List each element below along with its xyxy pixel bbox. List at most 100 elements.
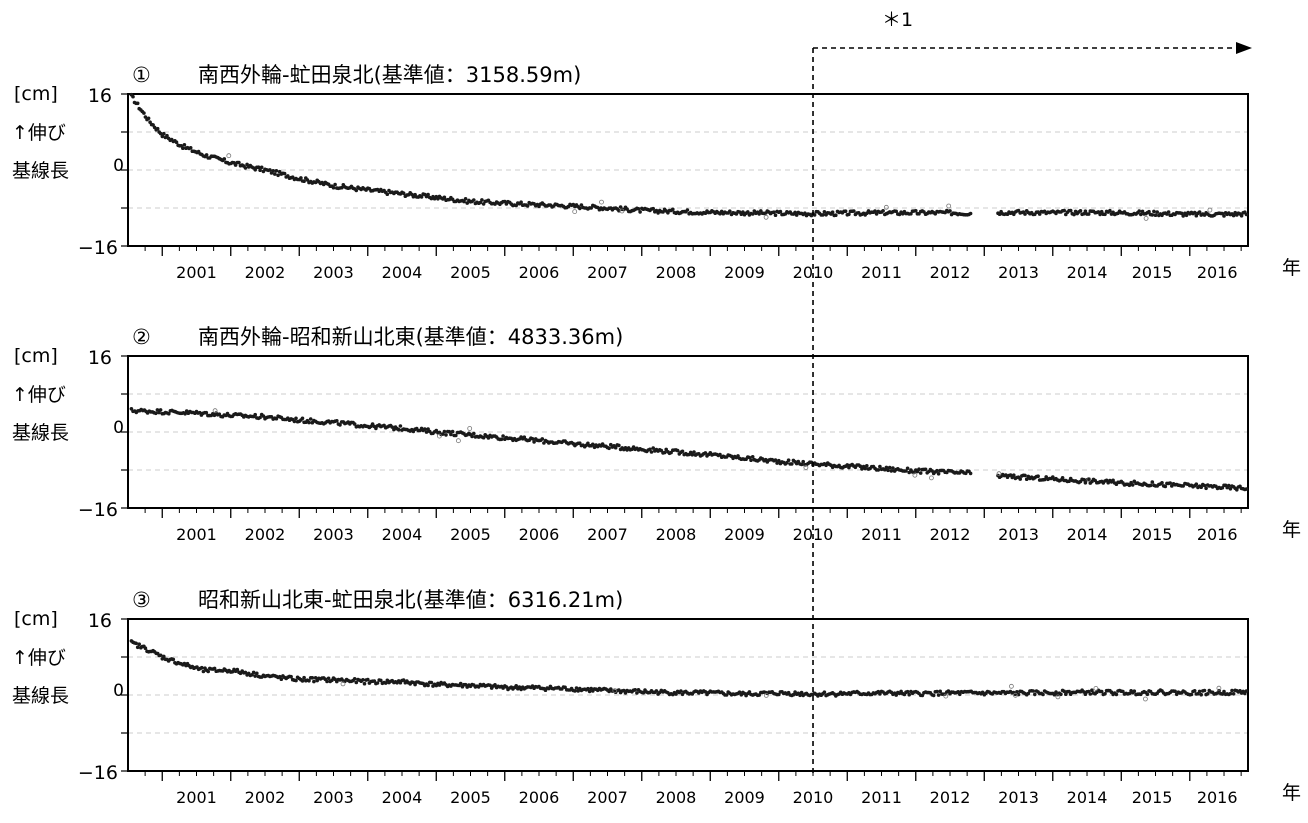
data-point-2 bbox=[292, 419, 297, 424]
y-tick-label-bottom: −16 bbox=[78, 237, 118, 259]
data-point-1 bbox=[525, 204, 530, 208]
data-point-3 bbox=[1189, 692, 1194, 697]
x-tick-label: 2015 bbox=[1132, 525, 1173, 544]
x-tick-label: 2008 bbox=[656, 525, 697, 544]
data-point-1 bbox=[847, 212, 851, 217]
x-tick-label: 2005 bbox=[450, 525, 491, 544]
data-point-2 bbox=[703, 451, 708, 455]
y-tick-label-top: 16 bbox=[88, 610, 112, 632]
data-point-3 bbox=[254, 671, 259, 676]
data-point-1 bbox=[131, 94, 135, 99]
unit-label: [cm] bbox=[14, 83, 58, 105]
data-point-1 bbox=[385, 192, 390, 196]
x-tick-label: 2005 bbox=[450, 788, 491, 807]
data-point-3 bbox=[413, 682, 417, 687]
data-point-1 bbox=[143, 115, 148, 119]
data-point-1 bbox=[165, 133, 169, 138]
x-tick-label: 2007 bbox=[587, 525, 628, 544]
x-tick-label: 2011 bbox=[861, 788, 902, 807]
data-point-2 bbox=[1160, 481, 1164, 485]
x-tick-label: 2013 bbox=[998, 525, 1039, 544]
data-point-2 bbox=[886, 468, 890, 473]
data-point-1 bbox=[894, 209, 898, 214]
data-point-3 bbox=[747, 690, 752, 694]
data-point-1 bbox=[162, 131, 166, 136]
outlier-point-3 bbox=[1216, 685, 1222, 691]
data-point-3 bbox=[310, 676, 315, 680]
data-point-3 bbox=[905, 689, 910, 694]
data-point-2 bbox=[486, 436, 491, 440]
data-point-1 bbox=[146, 116, 151, 121]
unit-label: [cm] bbox=[14, 608, 58, 630]
panel-marker: ③ bbox=[132, 588, 151, 612]
outlier-point-1 bbox=[572, 209, 578, 215]
data-point-1 bbox=[1072, 212, 1076, 217]
data-point-1 bbox=[909, 212, 913, 216]
data-point-1 bbox=[268, 168, 272, 172]
year-unit-label: 年 bbox=[1282, 782, 1301, 804]
x-tick-label: 2002 bbox=[245, 788, 286, 807]
data-point-3 bbox=[1205, 692, 1210, 696]
data-point-1 bbox=[256, 165, 261, 169]
x-tick-label: 2012 bbox=[930, 263, 971, 282]
data-point-2 bbox=[1082, 477, 1086, 482]
data-point-2 bbox=[398, 424, 403, 428]
data-point-2 bbox=[307, 420, 311, 425]
data-point-3 bbox=[158, 653, 163, 658]
data-point-1 bbox=[462, 199, 466, 204]
data-point-1 bbox=[1152, 209, 1156, 214]
data-point-1 bbox=[478, 200, 483, 205]
data-point-2 bbox=[889, 469, 894, 473]
data-point-3 bbox=[617, 688, 621, 692]
data-point-2 bbox=[481, 435, 486, 440]
data-point-1 bbox=[873, 209, 877, 213]
data-point-3 bbox=[361, 678, 365, 682]
x-tick-label: 2009 bbox=[724, 263, 765, 282]
data-point-1 bbox=[1078, 209, 1083, 213]
data-point-3 bbox=[488, 683, 492, 688]
data-point-2 bbox=[258, 415, 262, 420]
data-point-2 bbox=[501, 434, 505, 438]
data-point-1 bbox=[274, 169, 279, 173]
x-tick-label: 2016 bbox=[1197, 525, 1238, 544]
data-point-1 bbox=[1181, 214, 1185, 218]
data-point-1 bbox=[914, 209, 918, 213]
data-point-1 bbox=[1062, 208, 1066, 213]
data-point-2 bbox=[300, 416, 305, 421]
data-point-3 bbox=[935, 689, 939, 694]
data-point-2 bbox=[1228, 487, 1233, 491]
data-point-3 bbox=[1088, 692, 1093, 696]
data-point-3 bbox=[458, 681, 463, 686]
data-point-3 bbox=[325, 679, 329, 684]
data-point-1 bbox=[578, 206, 582, 211]
x-tick-label: 2009 bbox=[724, 788, 765, 807]
data-point-1 bbox=[302, 179, 306, 183]
data-point-1 bbox=[519, 200, 523, 204]
data-point-2 bbox=[1067, 479, 1071, 484]
outlier-point-3 bbox=[612, 688, 618, 693]
data-point-1 bbox=[426, 192, 430, 197]
data-point-3 bbox=[1173, 689, 1177, 694]
x-tick-label: 2006 bbox=[519, 788, 560, 807]
data-point-1 bbox=[881, 209, 885, 213]
data-point-2 bbox=[1227, 483, 1231, 488]
data-point-1 bbox=[1166, 210, 1171, 214]
data-point-2 bbox=[930, 469, 934, 473]
data-point-1 bbox=[1155, 210, 1159, 214]
outlier-point-3 bbox=[943, 693, 949, 699]
data-point-3 bbox=[1132, 689, 1137, 693]
data-point-3 bbox=[362, 681, 367, 686]
data-point-1 bbox=[243, 166, 248, 170]
data-point-2 bbox=[447, 429, 452, 434]
data-point-1 bbox=[204, 153, 209, 157]
data-point-3 bbox=[383, 681, 388, 685]
annotation-label: ＊1 bbox=[882, 9, 913, 31]
x-tick-label: 2012 bbox=[930, 525, 971, 544]
data-point-2 bbox=[648, 447, 652, 452]
data-point-2 bbox=[1023, 473, 1027, 478]
data-point-2 bbox=[747, 455, 752, 460]
data-point-3 bbox=[931, 693, 936, 698]
data-point-3 bbox=[1197, 689, 1202, 694]
data-point-1 bbox=[1184, 213, 1189, 218]
data-point-3 bbox=[1103, 692, 1107, 696]
